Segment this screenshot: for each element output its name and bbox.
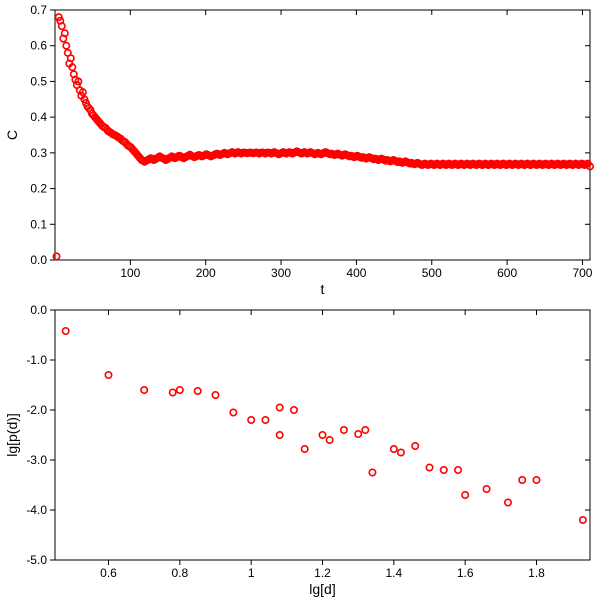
svg-text:0.6: 0.6 bbox=[30, 39, 47, 53]
svg-text:-1.0: -1.0 bbox=[26, 353, 47, 367]
svg-text:700: 700 bbox=[572, 266, 592, 280]
svg-text:0.6: 0.6 bbox=[100, 566, 117, 580]
svg-text:100: 100 bbox=[120, 266, 140, 280]
chart-container: 100 200 300 400 500 600 700 0.0 0.1 0.2 0.3 0.4 0.5 0… bbox=[0, 0, 605, 605]
svg-text:1.2: 1.2 bbox=[314, 566, 331, 580]
svg-text:lg[p(d)]: lg[p(d)] bbox=[4, 413, 20, 457]
svg-text:-2.0: -2.0 bbox=[26, 403, 47, 417]
svg-text:0.7: 0.7 bbox=[30, 3, 47, 17]
svg-text:1: 1 bbox=[248, 566, 255, 580]
svg-text:0.1: 0.1 bbox=[30, 217, 47, 231]
svg-text:0.2: 0.2 bbox=[30, 182, 47, 196]
svg-text:-4.0: -4.0 bbox=[26, 503, 47, 517]
svg-text:500: 500 bbox=[422, 266, 442, 280]
svg-text:1.6: 1.6 bbox=[457, 566, 474, 580]
svg-text:0.0: 0.0 bbox=[30, 303, 47, 317]
svg-text:0.0: 0.0 bbox=[30, 253, 47, 267]
svg-text:0.4: 0.4 bbox=[30, 110, 47, 124]
chart-svg: 100 200 300 400 500 600 700 0.0 0.1 0.2 0.3 0.4 0.5 0… bbox=[0, 0, 605, 605]
svg-text:1.4: 1.4 bbox=[385, 566, 402, 580]
svg-text:-5.0: -5.0 bbox=[26, 553, 47, 567]
svg-text:300: 300 bbox=[271, 266, 291, 280]
svg-text:400: 400 bbox=[346, 266, 366, 280]
svg-text:C: C bbox=[4, 130, 20, 140]
svg-text:0.3: 0.3 bbox=[30, 146, 47, 160]
svg-text:-3.0: -3.0 bbox=[26, 453, 47, 467]
svg-text:600: 600 bbox=[497, 266, 517, 280]
svg-text:1.8: 1.8 bbox=[528, 566, 545, 580]
svg-text:t: t bbox=[321, 281, 325, 297]
svg-text:lg[d]: lg[d] bbox=[309, 581, 335, 597]
svg-text:200: 200 bbox=[196, 266, 216, 280]
svg-text:0.8: 0.8 bbox=[171, 566, 188, 580]
svg-text:0.5: 0.5 bbox=[30, 74, 47, 88]
